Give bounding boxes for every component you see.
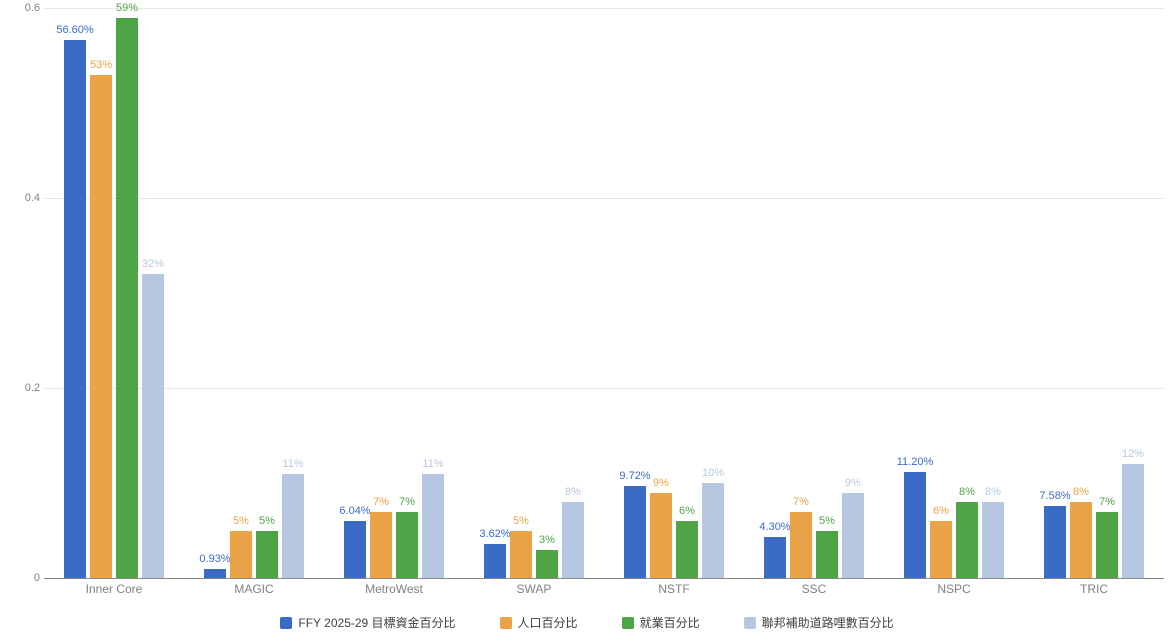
bar-ffy: [64, 40, 86, 578]
bar-ffy: [764, 537, 786, 578]
bar-pop: [790, 512, 812, 579]
bar-emp: [816, 531, 838, 579]
bar-emp: [1096, 512, 1118, 579]
bar-road: [982, 502, 1004, 578]
legend-item: 就業百分比: [622, 614, 700, 631]
bar-pop: [1070, 502, 1092, 578]
gridline: [44, 198, 1164, 199]
datalabel-road: 12%: [1122, 448, 1144, 460]
datalabel-road: 9%: [845, 477, 861, 489]
datalabel-road: 32%: [142, 258, 164, 270]
bar-pop: [650, 493, 672, 579]
datalabel-emp: 7%: [399, 496, 415, 508]
datalabel-emp: 5%: [819, 515, 835, 527]
legend-item: FFY 2025-29 目標資金百分比: [280, 614, 455, 631]
y-tick-label: 0.4: [0, 192, 40, 204]
y-tick-label: 0.2: [0, 382, 40, 394]
category-label: SSC: [802, 582, 827, 596]
category-label: Inner Core: [86, 582, 143, 596]
datalabel-road: 11%: [282, 458, 303, 470]
datalabel-emp: 5%: [259, 515, 275, 527]
legend-swatch: [500, 617, 512, 629]
datalabel-ffy: 3.62%: [479, 528, 510, 540]
datalabel-pop: 9%: [653, 477, 669, 489]
datalabel-emp: 6%: [679, 505, 695, 517]
bar-ffy: [344, 521, 366, 578]
bar-ffy: [624, 486, 646, 578]
datalabel-ffy: 11.20%: [897, 456, 934, 468]
bar-emp: [116, 18, 138, 579]
datalabel-road: 10%: [702, 467, 724, 479]
bar-pop: [930, 521, 952, 578]
datalabel-road: 8%: [565, 486, 581, 498]
bar-road: [142, 274, 164, 578]
legend-label: FFY 2025-29 目標資金百分比: [298, 614, 455, 631]
category-label: MetroWest: [365, 582, 423, 596]
bar-ffy: [904, 472, 926, 578]
datalabel-ffy: 0.93%: [199, 553, 230, 565]
datalabel-road: 8%: [985, 486, 1001, 498]
bar-emp: [676, 521, 698, 578]
category-label: SWAP: [517, 582, 552, 596]
bar-emp: [256, 531, 278, 579]
bar-emp: [396, 512, 418, 579]
bar-ffy: [484, 544, 506, 578]
datalabel-pop: 6%: [933, 505, 949, 517]
bar-road: [282, 474, 304, 579]
bar-pop: [230, 531, 252, 579]
datalabel-emp: 3%: [539, 534, 555, 546]
gridline: [44, 8, 1164, 9]
bar-emp: [956, 502, 978, 578]
datalabel-ffy: 7.58%: [1039, 490, 1070, 502]
category-label: TRIC: [1080, 582, 1108, 596]
datalabel-emp: 8%: [959, 486, 975, 498]
category-label: MAGIC: [234, 582, 273, 596]
datalabel-pop: 7%: [373, 496, 389, 508]
bar-road: [702, 483, 724, 578]
datalabel-pop: 5%: [233, 515, 249, 527]
legend-swatch: [744, 617, 756, 629]
bar-emp: [536, 550, 558, 579]
datalabel-pop: 8%: [1073, 486, 1089, 498]
datalabel-emp: 7%: [1099, 496, 1115, 508]
bar-ffy: [1044, 506, 1066, 578]
datalabel-pop: 53%: [90, 59, 112, 71]
datalabel-pop: 7%: [793, 496, 809, 508]
bar-pop: [370, 512, 392, 579]
y-tick-label: 0: [0, 572, 40, 584]
legend-swatch: [280, 617, 292, 629]
datalabel-road: 11%: [422, 458, 443, 470]
legend-label: 就業百分比: [640, 614, 700, 631]
datalabel-ffy: 6.04%: [339, 505, 370, 517]
plot-area: 56.60%53%59%32%0.93%5%5%11%6.04%7%7%11%3…: [44, 8, 1164, 579]
legend-label: 人口百分比: [518, 614, 578, 631]
bar-pop: [90, 75, 112, 579]
category-label: NSTF: [658, 582, 689, 596]
datalabel-ffy: 56.60%: [56, 24, 93, 36]
category-label: NSPC: [937, 582, 970, 596]
gridline: [44, 388, 1164, 389]
bar-road: [842, 493, 864, 579]
bar-pop: [510, 531, 532, 579]
bar-ffy: [204, 569, 226, 578]
legend-label: 聯邦補助道路哩數百分比: [762, 614, 894, 631]
datalabel-emp: 59%: [116, 2, 138, 14]
datalabel-ffy: 4.30%: [759, 521, 790, 533]
legend-item: 人口百分比: [500, 614, 578, 631]
legend-swatch: [622, 617, 634, 629]
legend: FFY 2025-29 目標資金百分比 人口百分比 就業百分比 聯邦補助道路哩數百分比: [0, 614, 1174, 631]
bar-road: [562, 502, 584, 578]
y-tick-label: 0.6: [0, 2, 40, 14]
bar-road: [1122, 464, 1144, 578]
legend-item: 聯邦補助道路哩數百分比: [744, 614, 894, 631]
bar-road: [422, 474, 444, 579]
datalabel-pop: 5%: [513, 515, 529, 527]
grouped-bar-chart: 56.60%53%59%32%0.93%5%5%11%6.04%7%7%11%3…: [0, 0, 1174, 644]
datalabel-ffy: 9.72%: [619, 470, 650, 482]
